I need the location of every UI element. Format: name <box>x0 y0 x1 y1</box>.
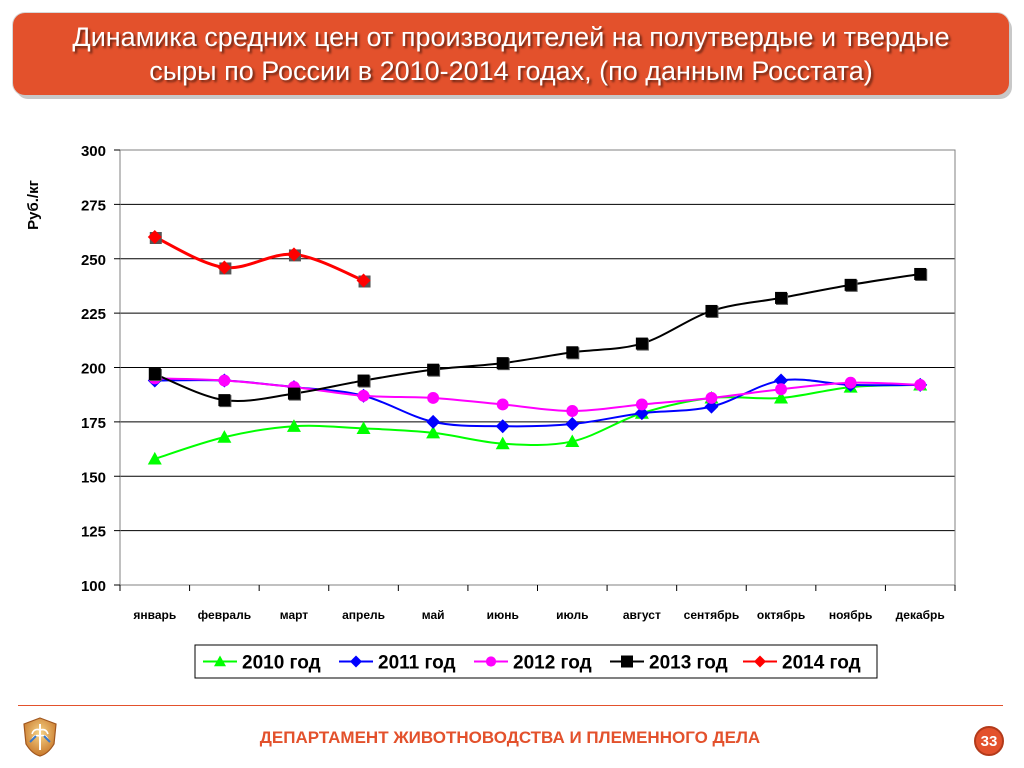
data-point <box>496 357 509 370</box>
legend-label: 2011 год <box>378 653 456 674</box>
data-point <box>218 394 231 407</box>
data-point <box>914 378 927 391</box>
data-point <box>566 405 579 417</box>
y-tick-label: 125 <box>81 524 106 541</box>
slide-title-line-2: сыры по России в 2010-2014 годах, (по да… <box>149 56 873 86</box>
y-tick-label: 300 <box>81 143 106 160</box>
x-tick-label: сентябрь <box>684 608 740 622</box>
series-2010-год <box>147 377 928 465</box>
y-axis-ticks: 100 125 150 175 200 225 250 275 300 <box>81 143 120 595</box>
legend-swatch-marker <box>350 655 362 668</box>
data-point <box>427 363 440 376</box>
data-point <box>565 434 580 448</box>
y-tick-label: 175 <box>81 415 106 432</box>
x-tick-label: ноябрь <box>829 608 873 622</box>
legend: 2010 год 2011 год 2012 год 2013 год 2014 год <box>194 644 878 679</box>
x-tick-label: май <box>422 608 445 622</box>
data-point <box>495 419 510 434</box>
series-2012-год <box>148 372 927 417</box>
x-tick-label: октябрь <box>757 608 805 622</box>
data-point <box>427 392 440 404</box>
legend-swatch-marker <box>621 655 633 668</box>
series-2013-год <box>148 267 928 408</box>
data-point <box>286 247 301 262</box>
gridlines <box>120 149 955 586</box>
data-point <box>147 451 162 465</box>
legend-label: 2010 год <box>242 653 321 674</box>
series-line <box>154 235 365 282</box>
data-point <box>495 436 510 450</box>
series-layer <box>147 230 928 465</box>
x-tick-label: декабрь <box>896 608 945 622</box>
data-point <box>356 273 371 288</box>
department-footer: ДЕПАРТАМЕНТ ЖИВОТНОВОДСТВА И ПЛЕМЕННОГО … <box>259 728 761 747</box>
x-tick-label: январь <box>133 608 176 622</box>
legend-label: 2013 год <box>649 653 728 674</box>
slide-title-line-1: Динамика средних цен от производителей н… <box>72 22 950 52</box>
legend-swatch-marker <box>485 656 497 667</box>
data-point <box>704 399 719 414</box>
data-point <box>357 389 370 402</box>
data-point <box>774 373 789 388</box>
data-point <box>218 374 231 387</box>
y-tick-label: 200 <box>81 361 106 378</box>
data-point <box>775 291 788 304</box>
data-point <box>217 430 232 443</box>
y-tick-label: 250 <box>81 252 106 269</box>
data-point <box>287 387 300 400</box>
data-point <box>565 417 580 432</box>
data-point <box>426 425 441 439</box>
data-point <box>148 368 161 381</box>
page-number-badge: 33 <box>974 726 1004 756</box>
data-point <box>286 419 301 432</box>
series-line <box>154 272 921 402</box>
series-line <box>154 377 921 413</box>
data-point <box>844 376 857 389</box>
legend-swatch-marker <box>754 655 766 668</box>
data-point <box>496 398 509 411</box>
series-2014-год <box>147 230 371 288</box>
data-point <box>634 406 649 421</box>
title-banner: Динамика средних цен от производителей н… <box>13 13 1009 95</box>
x-tick-label: март <box>280 608 309 622</box>
data-point <box>356 421 371 434</box>
data-point <box>705 392 718 404</box>
x-tick-label: июль <box>556 608 588 622</box>
data-point <box>774 390 789 404</box>
series-2011-год <box>147 373 928 434</box>
data-point <box>635 398 648 411</box>
y-tick-label: 150 <box>81 469 106 486</box>
data-point <box>426 414 441 429</box>
x-tick-label: апрель <box>342 608 385 622</box>
data-point <box>217 260 232 275</box>
data-point <box>914 267 927 280</box>
x-tick-label: июнь <box>487 608 519 622</box>
data-point <box>844 278 857 291</box>
footer-divider <box>18 705 1003 706</box>
data-point <box>705 304 718 317</box>
wheat-emblem-icon <box>23 717 57 757</box>
legend-label: 2014 год <box>782 653 861 674</box>
x-tick-label: февраль <box>198 608 251 622</box>
legend-label: 2012 год <box>513 653 592 674</box>
x-axis-ticks: январь февраль март апрель май июнь июль август… <box>119 585 956 622</box>
data-point <box>147 230 162 244</box>
data-point <box>775 383 787 396</box>
data-point <box>635 337 648 350</box>
y-axis-label: Руб./кг <box>25 180 42 230</box>
data-point <box>566 346 579 359</box>
y-tick-label: 225 <box>81 306 106 323</box>
y-tick-label: 275 <box>81 197 106 214</box>
y-tick-label: 100 <box>81 578 106 595</box>
data-point <box>357 374 370 387</box>
series-line <box>154 383 921 460</box>
price-line-chart: 100 125 150 175 200 225 250 275 300 январь феврал… <box>25 143 956 679</box>
legend-swatch-marker <box>214 655 226 667</box>
x-tick-label: август <box>623 608 661 622</box>
